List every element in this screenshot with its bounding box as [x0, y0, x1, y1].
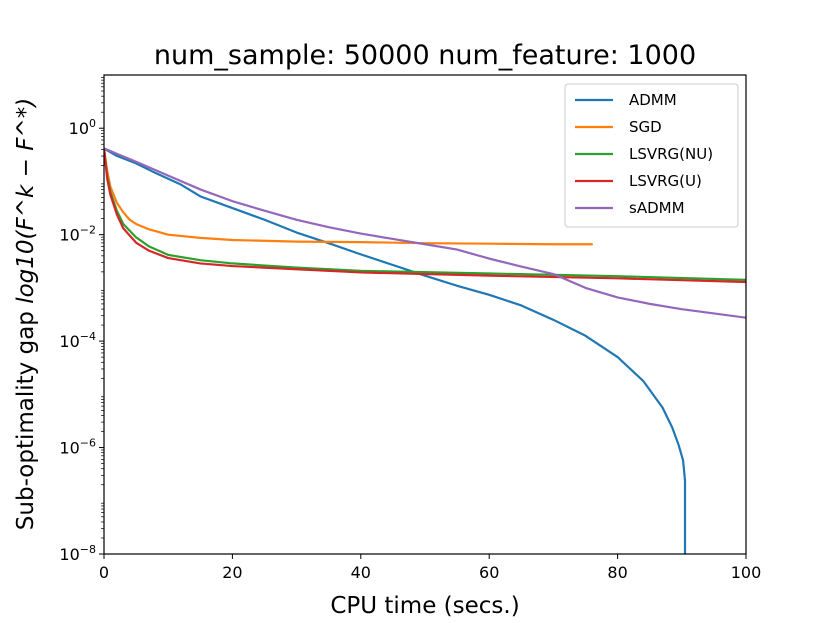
y-tick-label: 10−4 [59, 330, 96, 351]
legend-label: LSVRG(U) [629, 172, 702, 190]
legend: ADMM SGD LSVRG(NU) LSVRG(U) sADMM [564, 83, 739, 228]
y-axis-label: Sub-optimality gap log10(F^k − F^*) [13, 98, 39, 530]
y-tick-label: 10−2 [59, 224, 96, 245]
x-axis: 0 20 40 60 80 100 [99, 554, 761, 582]
plot-area [104, 147, 746, 554]
legend-box [564, 83, 739, 228]
series-line-sgd [104, 147, 594, 246]
legend-label: LSVRG(NU) [629, 145, 713, 163]
series-line-lsvrg-u- [104, 147, 746, 284]
series-line-sadmm [104, 147, 746, 319]
x-tick-label: 0 [99, 563, 109, 582]
y-tick-label: 10−6 [59, 437, 96, 458]
y-axis-label-prefix: Sub-optimality gap [13, 304, 39, 530]
axes-frame [103, 74, 747, 555]
chart-title: num_sample: 50000 num_feature: 1000 [154, 40, 696, 71]
y-axis-label-math: log10(F^k − F^*) [13, 98, 39, 304]
y-tick-label: 100 [69, 117, 96, 138]
legend-label: sADMM [629, 199, 685, 217]
x-tick-label: 100 [731, 563, 762, 582]
x-tick-label: 40 [351, 563, 371, 582]
y-tick-label: 10−8 [59, 543, 96, 564]
y-axis: 100 10−2 10−4 10−6 10−8 [59, 77, 104, 564]
legend-label: ADMM [629, 91, 677, 109]
x-axis-label: CPU time (secs.) [330, 593, 519, 619]
series-line-admm [104, 147, 687, 554]
x-tick-label: 20 [222, 563, 242, 582]
x-tick-label: 60 [479, 563, 499, 582]
x-tick-label: 80 [607, 563, 627, 582]
legend-label: SGD [629, 118, 662, 136]
